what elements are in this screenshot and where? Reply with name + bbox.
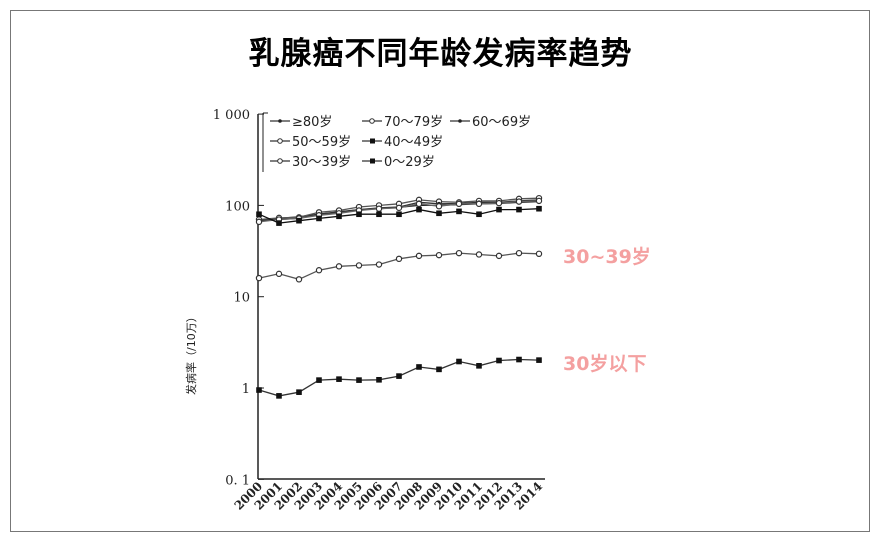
legend-item: 60～69岁 — [472, 115, 531, 130]
legend-item: 40～49岁 — [384, 135, 443, 150]
y-axis-label: 发病率（/10万） — [185, 311, 198, 395]
annotation-under-30: 30岁以下 — [563, 353, 647, 375]
slide-frame — [10, 10, 870, 532]
legend-item: 50～59岁 — [292, 135, 351, 150]
annotation-30-39: 30~39岁 — [563, 246, 651, 268]
legend-item: 0～29岁 — [384, 155, 435, 170]
y-tick-label: 10 — [233, 291, 250, 306]
y-tick-label: 0. 1 — [225, 473, 250, 488]
y-tick-label: 1 — [242, 382, 250, 397]
legend-item: 70～79岁 — [384, 115, 443, 130]
y-tick-label: 100 — [225, 199, 250, 214]
legend-item: ≥80岁 — [292, 115, 332, 130]
legend-item: 30～39岁 — [292, 155, 351, 170]
y-tick-label: 1 000 — [213, 108, 250, 123]
page-title: 乳腺癌不同年龄发病率趋势 — [248, 36, 633, 72]
